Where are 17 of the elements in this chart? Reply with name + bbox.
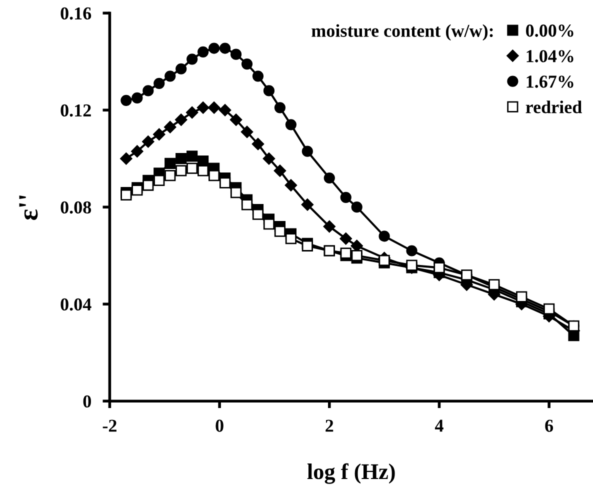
y-axis-title: ε''	[19, 196, 38, 220]
legend-label: 1.04%	[526, 50, 574, 62]
y-tick-label: 0.16	[60, 7, 92, 20]
x-tick-label: 0	[216, 420, 224, 432]
legend-label: redried	[526, 100, 582, 114]
x-tick-label: 6	[545, 420, 554, 432]
y-tick-label: 0	[83, 395, 91, 408]
x-tick-label: 2	[326, 420, 334, 432]
legend-label: 1.67%	[526, 76, 574, 88]
legend-label: 0.00%	[526, 24, 574, 37]
legend-title: moisture content (w/w):	[312, 24, 493, 41]
y-tick-label: 0.04	[60, 298, 92, 311]
x-axis-title: log f (Hz)	[307, 463, 395, 484]
x-tick-label: -2	[102, 420, 116, 432]
x-tick-label: 4	[434, 420, 444, 432]
y-tick-label: 0.08	[60, 201, 92, 214]
y-tick-label: 0.12	[60, 104, 91, 117]
